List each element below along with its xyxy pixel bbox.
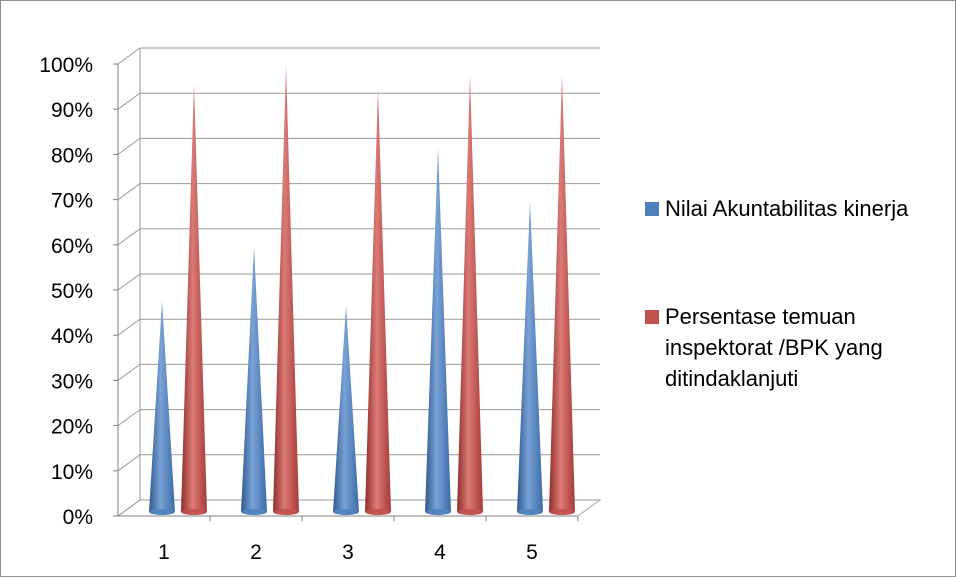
cone-bar bbox=[517, 201, 543, 515]
cone-bar bbox=[181, 84, 207, 515]
y-tick-label: 0% bbox=[63, 506, 93, 529]
cone-bar bbox=[457, 75, 483, 515]
gridline-depth bbox=[117, 47, 141, 65]
axes bbox=[113, 48, 579, 521]
y-tick-label: 50% bbox=[51, 280, 93, 303]
cone-body bbox=[365, 88, 391, 515]
legend-swatch-red bbox=[645, 310, 659, 324]
gridline-depth bbox=[117, 183, 141, 201]
y-tick-label: 60% bbox=[51, 235, 93, 258]
cone-base bbox=[425, 509, 451, 515]
y-axis-tick-labels: 0% 10% 20% 30% 40% 50% 60% 70% 80% 90% 100% bbox=[39, 54, 93, 529]
legend-swatch-blue bbox=[645, 202, 659, 216]
data-series bbox=[149, 66, 575, 516]
gridline-depth bbox=[117, 409, 141, 427]
x-tick-label: 4 bbox=[434, 541, 446, 564]
y-tick-label: 10% bbox=[51, 461, 93, 484]
cone-body bbox=[549, 75, 575, 515]
cone-bar bbox=[273, 66, 299, 515]
cone-base bbox=[181, 509, 207, 515]
cone-body bbox=[149, 301, 175, 515]
cone-base bbox=[457, 509, 483, 515]
legend-label-series-1: Nilai Akuntabilitas kinerja bbox=[665, 196, 909, 221]
cone-body bbox=[333, 305, 359, 515]
legend-item-series-1: Nilai Akuntabilitas kinerja bbox=[645, 193, 950, 224]
y-tick-label: 70% bbox=[51, 190, 93, 213]
gridline-depth bbox=[117, 228, 141, 246]
cone-base bbox=[549, 509, 575, 515]
cone-bar bbox=[333, 305, 359, 515]
cone-body bbox=[425, 147, 451, 516]
y-tick-label: 100% bbox=[39, 54, 93, 77]
cone-bar bbox=[549, 75, 575, 515]
gridline-depth bbox=[117, 454, 141, 472]
x-tick-label: 5 bbox=[526, 541, 538, 564]
x-tick-label: 2 bbox=[250, 541, 262, 564]
cone-base bbox=[273, 509, 299, 515]
y-tick-label: 80% bbox=[51, 144, 93, 167]
y-tick-label: 20% bbox=[51, 416, 93, 439]
cone-bar bbox=[425, 147, 451, 516]
gridline-depth bbox=[117, 363, 141, 381]
gridline-depth bbox=[117, 273, 141, 291]
cone-base bbox=[517, 509, 543, 515]
cone-bar bbox=[241, 246, 267, 516]
cone-body bbox=[517, 201, 543, 515]
cone-body bbox=[273, 66, 299, 515]
cone-base bbox=[333, 509, 359, 515]
y-tick-label: 40% bbox=[51, 325, 93, 348]
x-axis-tick-labels: 1 2 3 4 5 bbox=[158, 541, 538, 564]
x-tick-label: 3 bbox=[342, 541, 354, 564]
legend-item-series-2: Persentase temuan inspektorat /BPK yang … bbox=[645, 301, 950, 394]
x-tick-label: 1 bbox=[158, 541, 170, 564]
gridline-depth bbox=[117, 318, 141, 336]
gridline-depth bbox=[117, 499, 141, 517]
gridline-depth bbox=[117, 92, 141, 110]
cone-base bbox=[149, 509, 175, 515]
gridline-depth bbox=[117, 137, 141, 155]
cone-bar bbox=[365, 88, 391, 515]
y-tick-label: 90% bbox=[51, 99, 93, 122]
y-tick-label: 30% bbox=[51, 370, 93, 393]
cone-base bbox=[365, 509, 391, 515]
legend: Nilai Akuntabilitas kinerja Persentase t… bbox=[645, 193, 950, 394]
cone-base bbox=[241, 509, 267, 515]
cone-body bbox=[457, 75, 483, 515]
cone-body bbox=[241, 246, 267, 516]
legend-label-series-2: Persentase temuan inspektorat /BPK yang … bbox=[665, 304, 883, 391]
cone-body bbox=[181, 84, 207, 515]
cone-bar bbox=[149, 301, 175, 515]
